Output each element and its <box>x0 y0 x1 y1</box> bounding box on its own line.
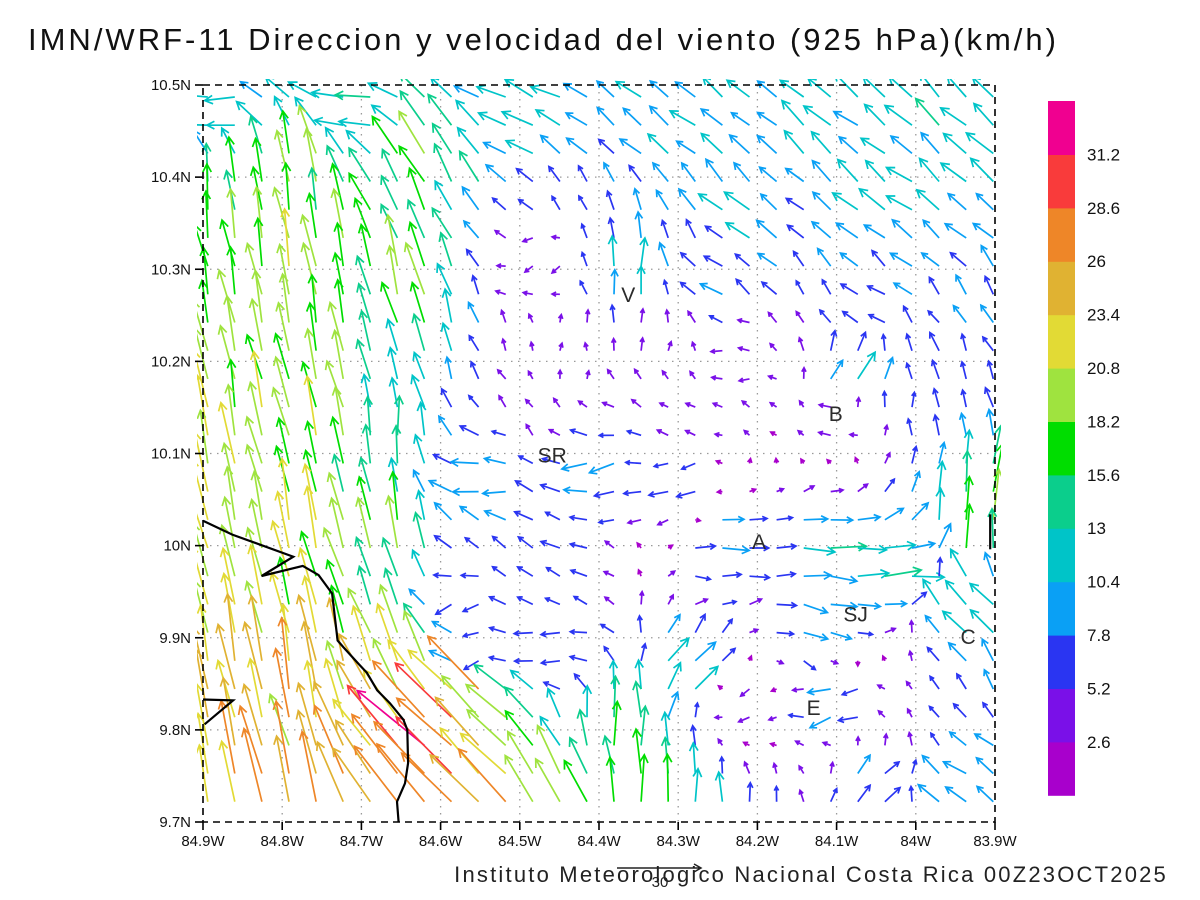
city-label-e: E <box>807 697 821 720</box>
reference-vector-label: 30 <box>651 874 669 891</box>
city-label-c: C <box>960 626 975 649</box>
svg-text:10.3N: 10.3N <box>151 261 191 278</box>
city-labels-layer: V SR B A SJ C E <box>538 284 976 720</box>
svg-text:9.8N: 9.8N <box>159 722 191 739</box>
svg-text:10.4N: 10.4N <box>151 169 191 186</box>
svg-text:84.3W: 84.3W <box>657 833 701 850</box>
city-label-v: V <box>621 284 635 307</box>
svg-text:9.9N: 9.9N <box>159 630 191 647</box>
svg-text:84.9W: 84.9W <box>181 833 225 850</box>
svg-text:10.4: 10.4 <box>1087 573 1120 592</box>
svg-text:84.7W: 84.7W <box>340 833 384 850</box>
svg-text:9.7N: 9.7N <box>159 814 191 831</box>
plot-frame <box>195 84 996 830</box>
svg-text:28.6: 28.6 <box>1087 199 1120 218</box>
x-axis-labels: 84.9W 84.8W 84.7W 84.6W 84.5W 84.4W 84.3W 84.2W… <box>181 833 1017 850</box>
city-label-sr: SR <box>538 444 567 467</box>
grid-layer <box>203 85 995 822</box>
svg-text:84.4W: 84.4W <box>577 833 621 850</box>
svg-text:31.2: 31.2 <box>1087 145 1120 164</box>
chart-title: IMN/WRF-11 Direccion y velocidad del vie… <box>28 22 1059 57</box>
caption: Instituto Meteorologico Nacional Costa R… <box>454 862 1168 887</box>
svg-text:23.4: 23.4 <box>1087 306 1120 325</box>
svg-text:10N: 10N <box>163 538 191 555</box>
svg-text:10.1N: 10.1N <box>151 446 191 463</box>
svg-text:5.2: 5.2 <box>1087 679 1111 698</box>
svg-text:13: 13 <box>1087 519 1106 538</box>
svg-text:84.8W: 84.8W <box>261 833 305 850</box>
svg-text:10.5N: 10.5N <box>151 77 191 94</box>
colorbar-labels: 2.6 5.2 7.8 10.4 13 15.6 18.2 20.8 23.4 26 28.6 31.… <box>1087 145 1120 751</box>
wind-arrows-layer <box>197 79 1001 803</box>
svg-text:7.8: 7.8 <box>1087 626 1111 645</box>
svg-text:2.6: 2.6 <box>1087 733 1111 752</box>
svg-text:84.5W: 84.5W <box>498 833 542 850</box>
city-label-b: B <box>829 403 843 426</box>
svg-text:83.9W: 83.9W <box>973 833 1017 850</box>
svg-text:18.2: 18.2 <box>1087 412 1120 431</box>
svg-text:15.6: 15.6 <box>1087 466 1120 485</box>
svg-text:84W: 84W <box>900 833 932 850</box>
svg-text:20.8: 20.8 <box>1087 359 1120 378</box>
city-label-a: A <box>752 531 766 554</box>
svg-text:84.6W: 84.6W <box>419 833 463 850</box>
city-label-sj: SJ <box>843 604 868 627</box>
svg-text:10.2N: 10.2N <box>151 353 191 370</box>
svg-text:84.1W: 84.1W <box>815 833 859 850</box>
colorbar <box>1048 101 1075 796</box>
svg-text:84.2W: 84.2W <box>736 833 780 850</box>
reference-vector-arrow <box>617 863 703 873</box>
y-axis-labels: 10.5N 10.4N 10.3N 10.2N 10.1N 10N 9.9N 9.8N 9.7N <box>151 77 191 831</box>
svg-text:26: 26 <box>1087 252 1106 271</box>
coastline-path <box>202 514 992 823</box>
